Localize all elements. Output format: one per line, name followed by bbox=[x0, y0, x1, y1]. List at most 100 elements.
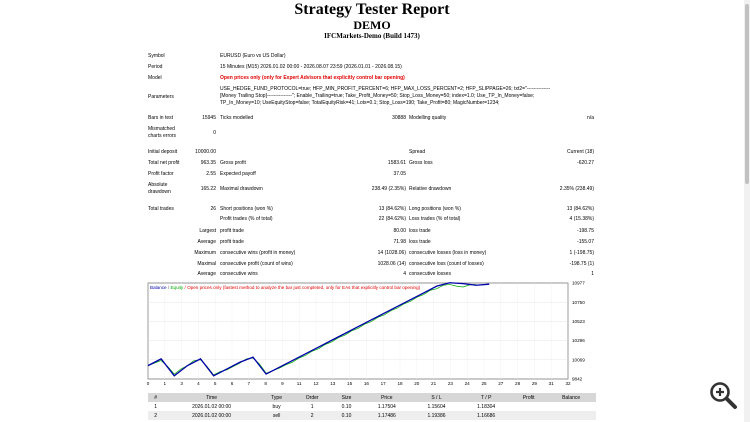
average-loss-label: loss trade bbox=[409, 239, 431, 245]
x-tick-label: 15 bbox=[347, 381, 353, 386]
table-cell bbox=[511, 411, 547, 420]
avg-cons-wins-label: consecutive wins bbox=[220, 271, 258, 277]
table-cell bbox=[511, 402, 546, 411]
parameters-line-2: [Money Trailing Stop]---------------"; E… bbox=[220, 93, 535, 99]
table-cell: 0.10 bbox=[341, 403, 352, 410]
initial-deposit-value: 10000.00 bbox=[195, 149, 216, 155]
zoom-in-icon[interactable] bbox=[708, 380, 738, 410]
mismatched-label-1: Mismatched bbox=[148, 126, 175, 132]
x-tick-label: 8 bbox=[264, 381, 267, 386]
table-cell: buy bbox=[272, 403, 281, 410]
x-tick-label: 24 bbox=[465, 381, 471, 386]
profit-factor-label: Profit factor bbox=[148, 171, 174, 177]
x-tick-label: 5 bbox=[214, 381, 217, 386]
spread-label: Spread bbox=[409, 149, 426, 155]
bars-value: 15945 bbox=[202, 115, 216, 121]
table-row: 2 2026.01.02 00:00 sell 2 0.10 1.17486 1.19386… bbox=[148, 411, 596, 420]
ticks-label: Ticks modelled bbox=[220, 115, 254, 121]
mismatched-label-2: charts errors bbox=[148, 133, 177, 139]
ticks-value: 30888 bbox=[392, 115, 406, 121]
deals-header-cell: Time bbox=[163, 393, 260, 402]
model-value: Open prices only (only for Expert Adviso… bbox=[220, 75, 405, 81]
account-type: DEMO bbox=[353, 18, 391, 32]
profit-trades-value: 22 (84.62%) bbox=[378, 216, 406, 222]
maximal-label: Maximal bbox=[197, 261, 216, 267]
report-title: Strategy Tester Report bbox=[294, 1, 450, 18]
deals-header-cell: Size bbox=[331, 393, 362, 402]
expected-payoff-value: 37.05 bbox=[393, 171, 406, 177]
x-tick-label: 11 bbox=[297, 381, 302, 386]
y-tick-label: 10750 bbox=[572, 300, 585, 305]
x-tick-label: 21 bbox=[431, 381, 437, 386]
legend-description: / Open prices only (fastest method to an… bbox=[183, 285, 420, 290]
gross-profit-label: Gross profit bbox=[220, 160, 246, 166]
table-cell: 2 bbox=[293, 411, 332, 420]
largest-profit-label: profit trade bbox=[220, 228, 244, 234]
maximal-cons-profit-value: 1028.06 (14) bbox=[377, 261, 406, 267]
largest-profit-value: 80.00 bbox=[393, 228, 406, 234]
table-cell bbox=[546, 402, 596, 411]
bars-label: Bars in test bbox=[148, 115, 174, 121]
legend-separator: / bbox=[167, 285, 171, 290]
maximal-drawdown-value: 238.49 (2.35%) bbox=[371, 186, 406, 192]
largest-loss-label: loss trade bbox=[409, 228, 431, 234]
period-label: Period bbox=[148, 64, 163, 70]
period-value: 15 Minutes (M15) 2026.01.02 00:00 - 2026… bbox=[220, 64, 402, 70]
table-cell: 1.16686 bbox=[461, 411, 512, 420]
loss-trades-label: Loss trades (% of total) bbox=[409, 216, 461, 222]
x-tick-label: 32 bbox=[565, 381, 571, 386]
maximal-cons-loss-label: consecutive loss (count of losses) bbox=[409, 261, 484, 267]
maximum-label: Maximum bbox=[194, 250, 216, 256]
table-cell: 2026.01.02 00:00 bbox=[192, 403, 232, 410]
total-trades-label: Total trades bbox=[148, 206, 174, 212]
expected-payoff-label: Expected payoff bbox=[220, 171, 256, 177]
plot-area bbox=[147, 282, 569, 380]
average-label-2: Average bbox=[197, 271, 216, 277]
largest-loss-value: -198.75 bbox=[577, 228, 594, 234]
deals-header-cell: Balance bbox=[546, 393, 596, 402]
table-cell: 1.18304 bbox=[477, 403, 496, 410]
x-tick-label: 6 bbox=[231, 381, 234, 386]
max-cons-wins-value: 14 (1028.06) bbox=[377, 250, 406, 256]
table-cell: 1 bbox=[154, 403, 158, 410]
balance-series-line bbox=[147, 282, 490, 377]
y-tick-label: 10296 bbox=[572, 338, 585, 343]
gross-loss-label: Gross loss bbox=[409, 160, 433, 166]
x-tick-label: 4 bbox=[197, 381, 200, 386]
table-cell: 2 bbox=[148, 411, 164, 420]
relative-drawdown-label: Relative drawdown bbox=[409, 186, 452, 192]
mismatched-value: 0 bbox=[213, 130, 216, 136]
parameters-line-3: TP_In_Money=10; UseEquityStop=false; Tot… bbox=[220, 100, 500, 106]
table-cell: 1.19386 bbox=[411, 411, 462, 420]
table-cell bbox=[546, 411, 596, 420]
average-profit-value: 71.98 bbox=[393, 239, 406, 245]
x-tick-label: 20 bbox=[414, 381, 420, 386]
x-tick-label: 13 bbox=[330, 381, 336, 386]
deals-header-cell: # bbox=[148, 393, 164, 402]
x-tick-label: 7 bbox=[248, 381, 251, 386]
initial-deposit-label: Initial deposit bbox=[148, 149, 178, 155]
deals-header-cell: Type bbox=[259, 393, 294, 402]
x-tick-label: 23 bbox=[448, 381, 454, 386]
long-positions-label: Long positions (won %) bbox=[409, 206, 461, 212]
maximal-cons-profit-label: consecutive profit (count of wins) bbox=[220, 261, 293, 267]
server-name: IFCMarkets-Demo (Build 1473) bbox=[324, 32, 420, 40]
parameters-line-1: USE_HEDGE_FUND_PROTOCOL=true; HFP_MIN_PR… bbox=[220, 86, 551, 92]
model-label: Model bbox=[148, 75, 162, 81]
deals-header-cell: Price bbox=[361, 393, 412, 402]
avg-cons-losses-value: 1 bbox=[591, 271, 594, 277]
total-trades-value: 26 bbox=[210, 206, 216, 212]
profit-trades-label: Profit trades (% of total) bbox=[220, 216, 273, 222]
vertical-scrollbar[interactable] bbox=[744, 0, 750, 422]
profit-factor-value: 2.55 bbox=[206, 171, 216, 177]
quality-value: n/a bbox=[587, 115, 594, 121]
table-row: 1 2026.01.02 00:00 buy 1 0.10 1.17504 1.15604 1… bbox=[148, 402, 596, 411]
table-cell: 2026.01.02 00:00 bbox=[163, 411, 260, 420]
avg-cons-losses-label: consecutive losses bbox=[409, 271, 451, 277]
table-cell: sell bbox=[259, 411, 294, 420]
x-tick-label: 29 bbox=[532, 381, 538, 386]
short-positions-value: 13 (84.62%) bbox=[378, 206, 406, 212]
deals-header-cell: T / P bbox=[461, 393, 512, 402]
scrollbar-thumb[interactable] bbox=[745, 4, 749, 184]
